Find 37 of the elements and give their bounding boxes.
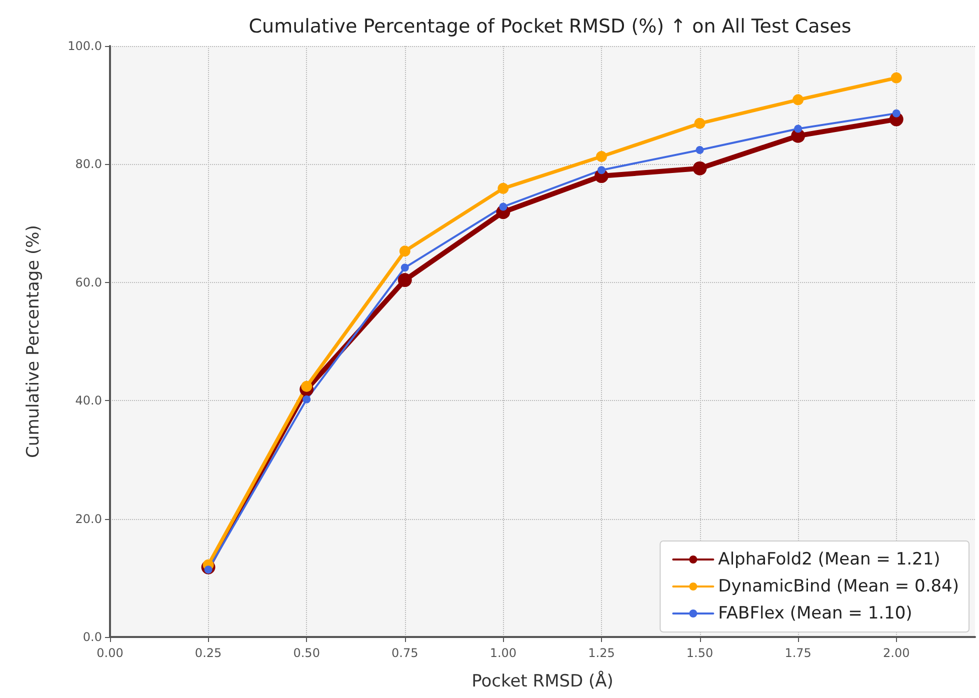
point (400, 264, 409, 272)
point (398, 273, 412, 288)
point (694, 118, 706, 129)
point (499, 202, 508, 211)
x-tick-label: 1.00 (490, 646, 517, 660)
legend-label: FABFlex (Mean = 1.10) (718, 604, 912, 624)
point (597, 166, 606, 174)
point (498, 182, 509, 194)
point (890, 72, 902, 84)
x-tick-label: 0.25 (194, 646, 222, 660)
point (596, 151, 607, 162)
y-tick-label: 0.0 (82, 630, 102, 644)
point (696, 146, 704, 154)
point (399, 246, 410, 257)
point (302, 395, 311, 404)
legend-label: AlphaFold2 (Mean = 1.21) (718, 550, 940, 570)
x-tick-label: 0.00 (96, 646, 124, 660)
point (892, 109, 900, 118)
y-tick-label: 100.0 (68, 39, 102, 53)
point (301, 380, 312, 392)
x-tick-label: 1.25 (588, 646, 615, 660)
x-axis-title: Pocket RMSD (Å) (472, 670, 614, 692)
x-tick-label: 0.50 (293, 646, 320, 660)
y-tick-label: 60.0 (75, 275, 102, 290)
y-tick-label: 80.0 (75, 157, 102, 172)
y-tick-label: 40.0 (75, 394, 102, 408)
legend-label: DynamicBind (Mean = 0.84) (718, 576, 960, 596)
point (792, 94, 804, 106)
y-tick-label: 20.0 (75, 512, 102, 526)
x-tick-label: 0.75 (392, 646, 418, 660)
x-tick-label: 2.00 (883, 646, 910, 660)
point (692, 161, 707, 176)
x-tick-label: 1.50 (686, 646, 714, 660)
chart-title: Cumulative Percentage of Pocket RMSD (%) ↑ on All Test Cases (248, 16, 852, 38)
y-axis-title: Cumulative Percentage (%) (24, 225, 44, 458)
x-tick-label: 1.75 (784, 646, 812, 660)
point (794, 124, 802, 133)
